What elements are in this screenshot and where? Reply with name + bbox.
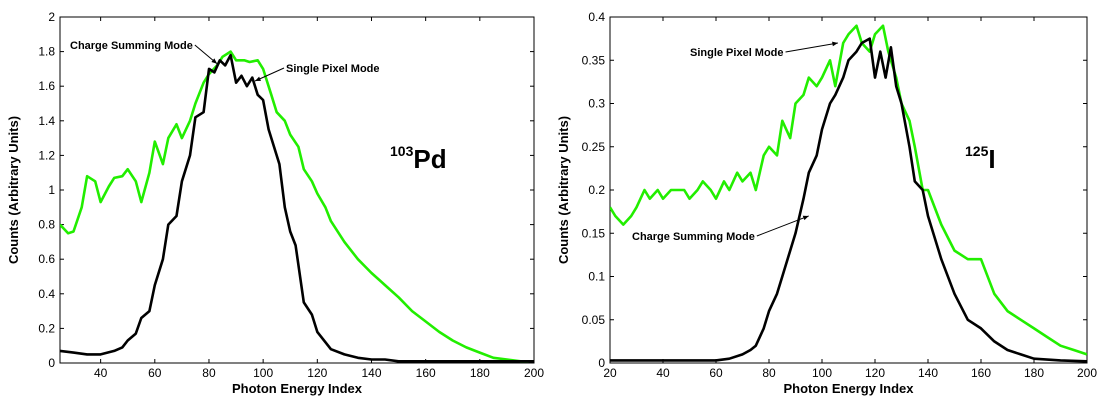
chart-panel-i: 20 40 60 80 100 120 140 160 180 200 0 0.05 0.1 0.15 0.… bbox=[556, 10, 1097, 396]
annotation-arrowhead bbox=[211, 58, 218, 64]
isotope-label: 125I bbox=[965, 143, 996, 174]
x-tick-label: 160 bbox=[971, 366, 991, 380]
x-tick-label: 80 bbox=[762, 366, 776, 380]
x-tick-label: 20 bbox=[603, 366, 617, 380]
x-tick-label: 140 bbox=[361, 366, 381, 380]
annotation-arrowhead bbox=[832, 41, 838, 47]
series-line-single bbox=[610, 24, 1087, 356]
isotope-symbol: Pd bbox=[413, 144, 446, 174]
x-tick-label: 120 bbox=[865, 366, 885, 380]
x-axis-label: Photon Energy Index bbox=[232, 381, 363, 396]
y-tick-label: 0.15 bbox=[582, 226, 606, 240]
y-axis-label: Counts (Arbitrary Units) bbox=[6, 116, 21, 264]
annotation-label: Charge Summing Mode bbox=[70, 40, 193, 52]
y-tick-label: 0.05 bbox=[582, 313, 606, 327]
x-axis-label: Photon Energy Index bbox=[783, 381, 914, 396]
x-tick-label: 200 bbox=[524, 366, 544, 380]
y-tick-label: 0.1 bbox=[588, 270, 605, 284]
isotope-mass: 125 bbox=[965, 143, 989, 159]
series-line-charge bbox=[610, 37, 1087, 363]
x-tick-label: 180 bbox=[470, 366, 490, 380]
y-tick-label: 1.8 bbox=[38, 45, 55, 59]
y-tick-label: 0.2 bbox=[38, 321, 55, 335]
y-tick-label: 1 bbox=[48, 183, 55, 197]
y-tick-label: 0 bbox=[48, 356, 55, 370]
x-tick-label: 80 bbox=[202, 366, 216, 380]
annotation-label: Single Pixel Mode bbox=[690, 47, 784, 59]
y-tick-label: 1.6 bbox=[38, 79, 55, 93]
y-tick-label: 1.4 bbox=[38, 114, 55, 128]
x-tick-label: 160 bbox=[416, 366, 436, 380]
x-tick-label: 120 bbox=[307, 366, 327, 380]
series-line-charge bbox=[60, 53, 534, 363]
y-tick-label: 0.2 bbox=[588, 183, 605, 197]
series-line-single bbox=[60, 50, 529, 363]
annotation-arrow bbox=[785, 42, 838, 53]
x-tick-label: 60 bbox=[148, 366, 162, 380]
annotation-label: Charge Summing Mode bbox=[632, 231, 755, 243]
y-tick-label: 0.25 bbox=[582, 140, 606, 154]
isotope-symbol: I bbox=[988, 144, 995, 174]
isotope-mass: 103 bbox=[390, 143, 414, 159]
annotation-arrow bbox=[756, 215, 809, 237]
y-tick-label: 0.4 bbox=[588, 10, 605, 24]
x-tick-label: 40 bbox=[94, 366, 108, 380]
annotation-arrowhead bbox=[255, 76, 262, 82]
y-tick-label: 0.35 bbox=[582, 53, 606, 67]
y-tick-label: 0.8 bbox=[38, 218, 55, 232]
y-tick-label: 2 bbox=[48, 10, 55, 24]
x-tick-label: 100 bbox=[812, 366, 832, 380]
y-tick-label: 1.2 bbox=[38, 148, 55, 162]
plot-area bbox=[609, 16, 1088, 364]
x-tick-label: 200 bbox=[1077, 366, 1097, 380]
x-tick-label: 40 bbox=[656, 366, 670, 380]
x-tick-label: 100 bbox=[253, 366, 273, 380]
y-tick-label: 0.4 bbox=[38, 287, 55, 301]
y-tick-label: 0 bbox=[598, 356, 605, 370]
isotope-label: 103Pd bbox=[390, 143, 447, 174]
annotation-arrowhead bbox=[802, 215, 809, 221]
y-tick-label: 0.3 bbox=[588, 97, 605, 111]
y-tick-label: 0.6 bbox=[38, 252, 55, 266]
x-tick-label: 180 bbox=[1024, 366, 1044, 380]
x-tick-label: 140 bbox=[918, 366, 938, 380]
annotation-label: Single Pixel Mode bbox=[286, 63, 380, 75]
chart-panel-pd: 40 60 80 100 120 140 160 180 200 0 0.2 0.4 0.6 0.8 1 1.… bbox=[6, 10, 544, 396]
x-tick-label: 60 bbox=[709, 366, 723, 380]
y-axis-label: Counts (Arbitrary Units) bbox=[556, 116, 571, 264]
